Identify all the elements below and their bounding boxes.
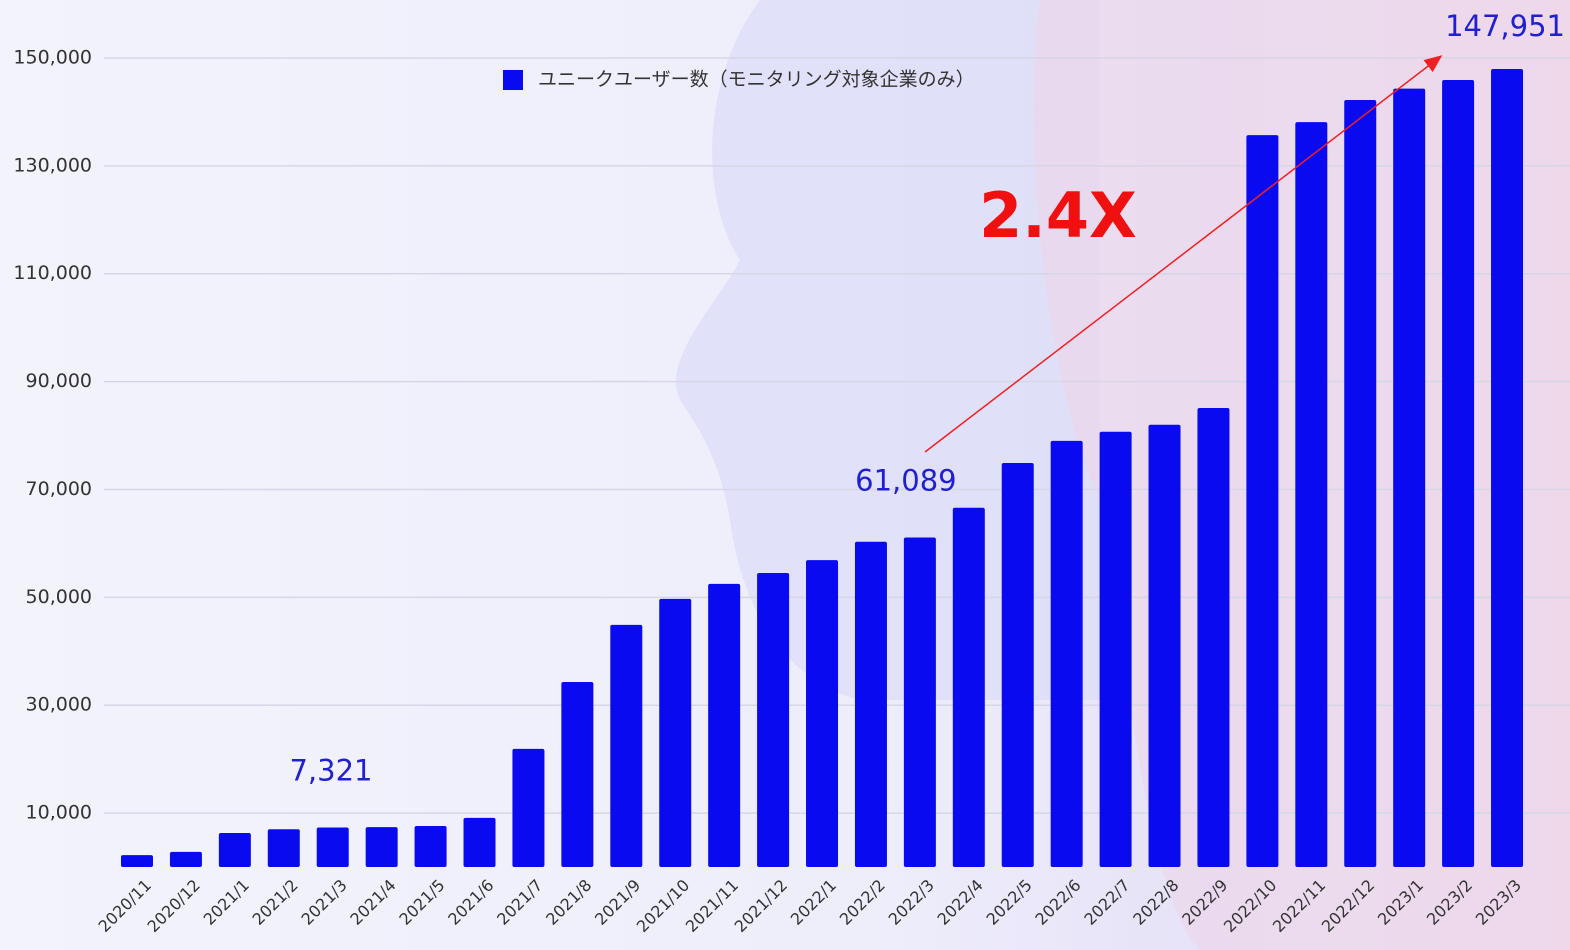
bar (218, 833, 251, 867)
growth-arrow (924, 55, 1443, 453)
bar (1148, 424, 1181, 867)
bar (757, 573, 790, 867)
y-tick-label: 90,000 (26, 370, 92, 392)
y-tick-label: 30,000 (26, 694, 92, 716)
bar (1393, 88, 1426, 867)
growth-annotation: 2.4X (979, 179, 1137, 252)
bar (512, 748, 545, 867)
bar (806, 560, 839, 867)
bar (854, 541, 887, 867)
data-label: 147,951 (1445, 9, 1565, 43)
data-label: 61,089 (855, 464, 956, 498)
bar (952, 507, 985, 867)
bar (463, 817, 496, 867)
bar (121, 855, 153, 867)
legend-label: ユニークユーザー数（モニタリング対象企業のみ） (538, 69, 975, 91)
data-label: 7,321 (289, 754, 372, 788)
bar (1344, 100, 1377, 868)
bar (267, 829, 300, 867)
y-tick-label: 70,000 (26, 478, 92, 500)
y-tick-label: 10,000 (26, 802, 92, 824)
bar (903, 537, 936, 867)
bar (1295, 122, 1328, 868)
bar (610, 624, 643, 867)
legend-swatch (503, 70, 523, 90)
silhouette (675, 0, 1100, 700)
bar (659, 598, 692, 867)
bar (1442, 80, 1475, 867)
bar (414, 826, 447, 867)
bar (1050, 440, 1083, 867)
y-tick-label: 110,000 (13, 262, 92, 284)
bar (1246, 135, 1279, 868)
bar (1099, 431, 1132, 867)
bar (1197, 407, 1230, 867)
bar (561, 681, 594, 867)
bar (169, 851, 202, 867)
bar (1001, 463, 1034, 867)
plot: 10,000 30,000 50,000 70,000 90,000 110,000 130… (13, 9, 1570, 936)
bar (708, 583, 741, 867)
y-tick-label: 130,000 (13, 154, 92, 176)
y-tick-label: 50,000 (26, 586, 92, 608)
bar (316, 827, 349, 867)
y-tick-label: 150,000 (13, 46, 92, 68)
bar (365, 827, 398, 867)
bar (1491, 68, 1524, 867)
